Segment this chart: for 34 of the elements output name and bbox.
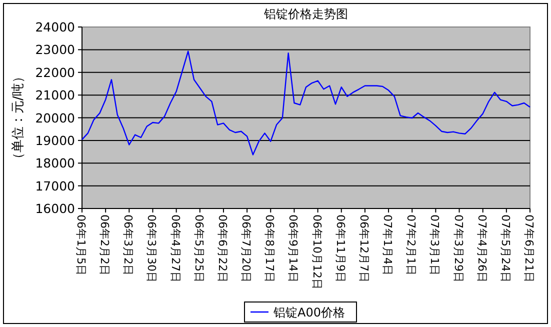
x-tick-label: 07年4月26日 (475, 214, 488, 282)
y-tick-label: 21000 (35, 88, 76, 103)
legend-label: 铝锭A00价格 (272, 306, 345, 320)
x-tick-label: 06年3月30日 (145, 214, 158, 282)
y-tick-label: 20000 (35, 110, 76, 126)
y-tick-label: 17000 (35, 178, 76, 194)
legend: 铝锭A00价格 (244, 302, 357, 322)
line-series (81, 50, 531, 156)
x-tick-label: 07年6月21日 (522, 214, 536, 282)
x-tick-label: 06年5月25日 (192, 214, 206, 282)
x-tick-label: 07年1月4日 (381, 214, 394, 276)
y-tick-label: 19000 (35, 132, 76, 148)
y-tick-label: 24000 (35, 20, 76, 34)
x-tick-label: 07年2月1日 (404, 214, 418, 276)
x-tick-label: 06年6月22日 (216, 214, 229, 282)
x-tick-label: 06年2月2日 (98, 214, 112, 276)
x-tick-label: 06年4月27日 (168, 214, 182, 282)
x-tick-label: 06年12月7日 (357, 214, 370, 282)
x-tick-label: 07年3月29日 (452, 214, 465, 282)
x-tick-label: 06年1月5日 (74, 214, 88, 276)
y-tick-label: 16000 (35, 201, 76, 216)
x-tick-label: 07年5月24日 (498, 214, 512, 282)
y-tick-label: 23000 (35, 42, 76, 58)
x-tick-label: 06年9月14日 (286, 214, 300, 282)
x-tick-label: 06年3月2日 (122, 214, 135, 276)
y-axis-title: （单位：元/吨） (11, 70, 26, 166)
chart-title: 铝锭价格走势图 (263, 7, 348, 21)
x-tick-label: 07年3月1日 (428, 214, 442, 276)
x-tick-label: 06年10月12日 (310, 214, 324, 290)
x-tick-label: 06年8月17日 (263, 214, 276, 282)
x-tick-label: 06年7月20日 (240, 214, 253, 282)
y-tick-label: 18000 (35, 156, 76, 171)
x-tick-label: 06年11月9日 (334, 214, 347, 282)
y-tick-label: 22000 (35, 64, 76, 80)
